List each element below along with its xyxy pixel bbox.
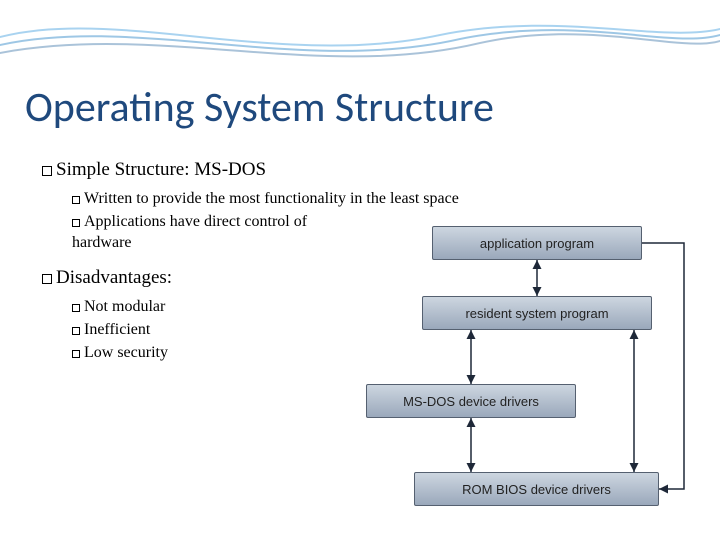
- bullet-text: Inefficient: [84, 321, 150, 338]
- diagram-box-app: application program: [432, 226, 642, 260]
- diagram-box-resident: resident system program: [422, 296, 652, 330]
- bullet-icon: [72, 304, 80, 312]
- diagram-box-label: resident system program: [465, 306, 608, 321]
- diagram-box-label: application program: [480, 236, 594, 251]
- slide-title: Operating System Structure: [25, 82, 494, 133]
- bullet-icon: [42, 166, 52, 176]
- diagram-box-label: MS-DOS device drivers: [403, 394, 539, 409]
- bullet-item: Written to provide the most functionalit…: [72, 189, 682, 210]
- bullet-icon: [42, 274, 52, 284]
- bullet-text: Written to provide the most functionalit…: [84, 190, 459, 207]
- decorative-wave: [0, 0, 720, 80]
- bullet-icon: [72, 327, 80, 335]
- section-label: Disadvantages:: [56, 267, 172, 288]
- diagram-box-label: ROM BIOS device drivers: [462, 482, 611, 497]
- bullet-icon: [72, 196, 80, 204]
- bullet-text: Low security: [84, 344, 168, 361]
- bullet-icon: [72, 219, 80, 227]
- bullet-icon: [72, 350, 80, 358]
- diagram-box-rom: ROM BIOS device drivers: [414, 472, 659, 506]
- bullet-text: Not modular: [84, 298, 165, 315]
- section-label: Simple Structure: MS-DOS: [56, 159, 266, 180]
- diagram-box-msdos: MS-DOS device drivers: [366, 384, 576, 418]
- section-simple-structure: Simple Structure: MS-DOS: [42, 159, 682, 181]
- bullet-text: Applications have direct control of hard…: [72, 213, 307, 251]
- bullet-item: Applications have direct control of hard…: [72, 212, 342, 254]
- msdos-layer-diagram: application program resident system prog…: [354, 220, 698, 520]
